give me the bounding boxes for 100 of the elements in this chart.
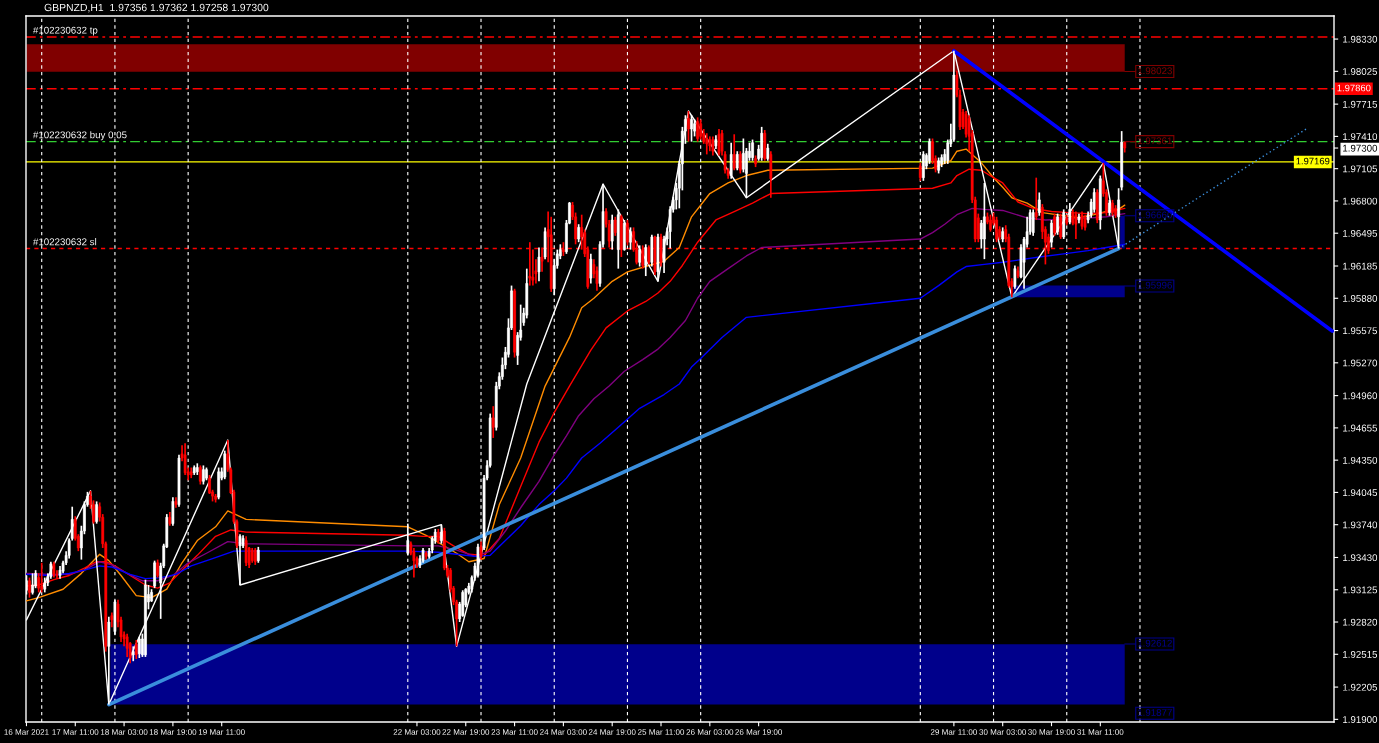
candlestick	[491, 405, 495, 439]
annotation: 1.92612	[1137, 639, 1172, 647]
y-tick-label: 1.96495	[1343, 229, 1378, 237]
candlestick	[989, 213, 992, 233]
candlestick	[202, 464, 205, 486]
y-tick-label: 1.92820	[1343, 618, 1378, 626]
candlestick	[937, 156, 940, 175]
candlestick	[732, 133, 736, 172]
candlestick	[699, 118, 703, 141]
candlestick	[144, 578, 147, 658]
candlestick	[644, 243, 648, 277]
x-tick-label: 26 Mar 19:00	[735, 729, 783, 735]
candlestick	[979, 219, 983, 250]
candlestick	[687, 110, 690, 143]
candlestick	[1056, 212, 1059, 236]
y-tick-label: 1.95575	[1343, 327, 1378, 335]
x-tick-label: 18 Mar 03:00	[100, 729, 148, 735]
candlestick	[1053, 212, 1056, 237]
candlestick	[540, 246, 544, 273]
y-tick-label: 1.93125	[1343, 586, 1378, 594]
candlestick	[156, 558, 160, 579]
candlestick	[626, 219, 629, 247]
annotation: 1.91877	[1137, 709, 1172, 716]
x-tick-label: 17 Mar 11:00	[52, 729, 99, 735]
x-tick-label: 25 Mar 11:00	[637, 729, 685, 735]
candlestick	[95, 500, 98, 525]
x-tick-label: 24 Mar 19:00	[588, 729, 636, 735]
y-tick-label: 1.97715	[1343, 100, 1378, 108]
candlestick	[205, 466, 208, 482]
ref-line-label: #102230632 tp	[32, 26, 98, 36]
candlestick	[629, 226, 632, 251]
candlestick	[223, 449, 227, 481]
x-tick-label: 26 Mar 03:00	[686, 729, 734, 735]
candlestick	[1050, 219, 1053, 249]
candlestick	[461, 589, 465, 618]
candlestick	[1037, 191, 1041, 217]
candlestick	[696, 116, 699, 143]
candlestick	[137, 635, 141, 659]
candlestick	[742, 137, 745, 174]
annotation: 1.98023	[1137, 67, 1172, 75]
candlestick	[647, 244, 651, 266]
chart-title: GBPNZD,H1 1.97356 1.97362 1.97258 1.97300	[44, 3, 269, 13]
candlestick	[735, 150, 739, 172]
y-tick-label: 1.97410	[1343, 133, 1378, 141]
candlestick	[1034, 176, 1038, 221]
annotation: 1.95996	[1137, 281, 1172, 289]
candlestick	[1108, 199, 1111, 217]
y-tick-label: 1.97300	[1343, 144, 1378, 152]
x-tick-label: 16 Mar 2021	[4, 729, 49, 735]
candlestick	[577, 223, 581, 244]
x-tick-label: 18 Mar 19:00	[149, 729, 197, 735]
annotation: 1.97169	[1296, 157, 1330, 165]
annotation: 1.96660	[1137, 211, 1172, 219]
y-tick-label: 1.96800	[1343, 197, 1378, 205]
candlestick	[693, 118, 696, 138]
candlestick	[1111, 199, 1114, 217]
x-tick-label: 19 Mar 11:00	[198, 729, 245, 735]
y-tick-label: 1.92515	[1343, 651, 1378, 658]
x-tick-label: 22 Mar 03:00	[393, 729, 441, 735]
ref-line-label: #102230632 buy 0.05	[32, 131, 127, 141]
y-tick-label: 1.94045	[1343, 489, 1378, 497]
candlestick	[153, 559, 156, 589]
candlestick	[214, 493, 217, 504]
y-tick-label: 1.92205	[1343, 683, 1378, 691]
candlestick	[751, 138, 754, 162]
x-tick-label: 24 Mar 03:00	[540, 729, 587, 735]
y-tick-label: 1.96185	[1343, 262, 1378, 270]
y-tick-label: 1.94960	[1343, 392, 1378, 400]
annotation: 1.97361	[1137, 137, 1172, 145]
x-tick-label: 30 Mar 03:00	[979, 729, 1027, 735]
candlestick	[1114, 204, 1117, 219]
candlestick	[589, 253, 593, 285]
x-tick-label: 31 Mar 11:00	[1077, 729, 1124, 735]
y-tick-label: 1.97105	[1343, 165, 1378, 173]
x-tick-label: 22 Mar 19:00	[442, 729, 490, 735]
x-tick-label: 23 Mar 11:00	[491, 729, 538, 735]
candlestick	[31, 572, 34, 596]
candlestick	[1092, 187, 1096, 214]
y-tick-label: 1.94350	[1343, 456, 1378, 464]
candlestick	[1059, 212, 1063, 240]
candlestick	[928, 137, 931, 165]
y-tick-label: 1.93430	[1343, 554, 1378, 562]
candlestick	[690, 114, 693, 143]
candlestick	[513, 287, 516, 359]
annotation: 1.97860	[1337, 84, 1371, 92]
candlestick	[983, 182, 986, 260]
y-tick-label: 1.98025	[1343, 68, 1378, 75]
candlestick	[641, 244, 645, 270]
y-tick-label: 1.94655	[1343, 424, 1378, 432]
x-tick-label: 30 Mar 19:00	[1028, 729, 1075, 735]
ref-line-label: #102230632 sl	[32, 238, 97, 246]
candlestick	[995, 215, 998, 244]
candlestick	[1031, 208, 1035, 237]
y-tick-label: 1.98330	[1343, 35, 1378, 43]
y-tick-label: 1.91900	[1343, 716, 1378, 723]
y-tick-label: 1.93740	[1343, 521, 1378, 529]
candlestick	[613, 215, 617, 237]
y-tick-label: 1.95270	[1343, 359, 1378, 367]
x-tick-label: 29 Mar 11:00	[930, 729, 977, 735]
y-tick-label: 1.95880	[1343, 295, 1378, 302]
